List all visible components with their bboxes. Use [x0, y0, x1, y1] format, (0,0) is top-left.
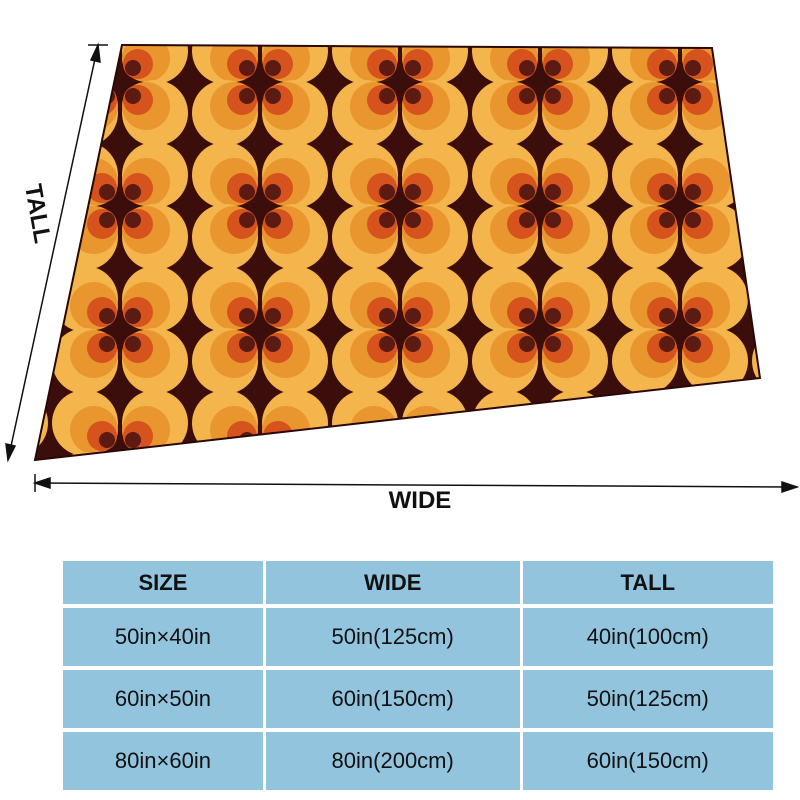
- table-row: 60in×50in 60in(150cm) 50in(125cm): [63, 670, 773, 732]
- blanket: [33, 43, 762, 462]
- size-table: SIZE WIDE TALL 50in×40in 50in(125cm) 40in(100…: [63, 561, 773, 794]
- table-cell: 40in(100cm): [522, 608, 773, 670]
- table-cell: 80in(200cm): [265, 732, 523, 794]
- table-cell: 60in(150cm): [522, 732, 773, 794]
- table-cell: 50in×40in: [63, 608, 266, 670]
- tall-arrow: [5, 42, 108, 463]
- table-cell: 60in(150cm): [265, 670, 523, 732]
- table-cell: 50in(125cm): [265, 608, 523, 670]
- table-cell: TALL: [522, 561, 773, 608]
- tall-label: TALL: [19, 182, 56, 245]
- table-cell: 80in×60in: [63, 732, 266, 794]
- table-cell: WIDE: [265, 561, 523, 608]
- table-row: SIZE WIDE TALL: [63, 561, 773, 608]
- wide-arrow: [32, 474, 800, 494]
- table-row: 80in×60in 80in(200cm) 60in(150cm): [63, 732, 773, 794]
- table-row: 50in×40in 50in(125cm) 40in(100cm): [63, 608, 773, 670]
- wide-label: WIDE: [389, 487, 452, 514]
- table-cell: SIZE: [63, 561, 266, 608]
- table-cell: 60in×50in: [63, 670, 266, 732]
- table-cell: 50in(125cm): [522, 670, 773, 732]
- blanket-illustration: TALL WIDE: [5, 42, 800, 514]
